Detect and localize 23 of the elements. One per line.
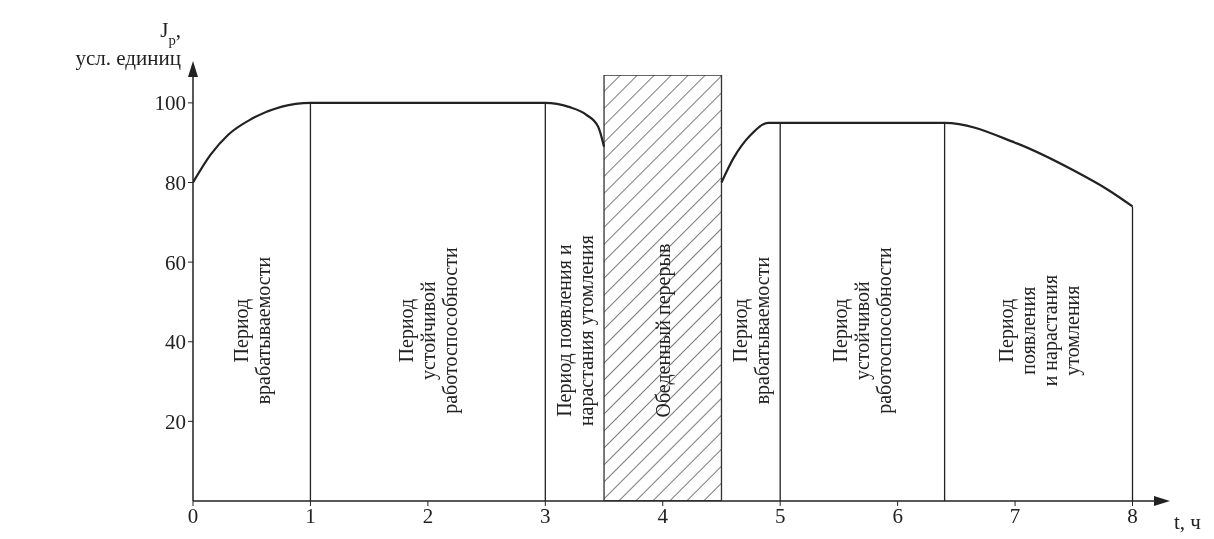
band-label: Обеденный перерыв <box>651 243 675 418</box>
y-axis-title: J$_{р}$, усл. единиц <box>75 18 181 70</box>
annotation: Период устойчивой работоспособности <box>829 247 897 414</box>
x-tick-label: 2 <box>422 503 434 528</box>
annotation: Период устойчивой работоспособности <box>394 247 462 414</box>
x-tick-label: 6 <box>892 503 903 528</box>
annotation: Период врабатываемости <box>728 256 774 405</box>
x-tick-label: 7 <box>1009 503 1021 528</box>
y-tick-label: 60 <box>165 250 186 275</box>
x-tick-label: 0 <box>187 503 199 528</box>
y-tick-label: 100 <box>154 91 186 116</box>
x-tick-label: 5 <box>774 503 786 528</box>
x-tick-label: 1 <box>305 503 316 528</box>
y-tick-label: 20 <box>165 409 186 434</box>
x-axis-title: t, ч <box>1174 510 1202 534</box>
x-tick-label: 4 <box>657 503 669 528</box>
x-tick-label: 8 <box>1127 503 1138 528</box>
y-tick-label: 80 <box>165 170 186 195</box>
annotation: Период появления и нарастания утомления <box>994 274 1084 387</box>
x-tick-label: 3 <box>540 503 551 528</box>
annotation: Период врабатываемости <box>229 256 275 405</box>
y-tick-label: 40 <box>165 330 186 355</box>
annotation: Период появления и нарастания утомления <box>552 235 598 427</box>
